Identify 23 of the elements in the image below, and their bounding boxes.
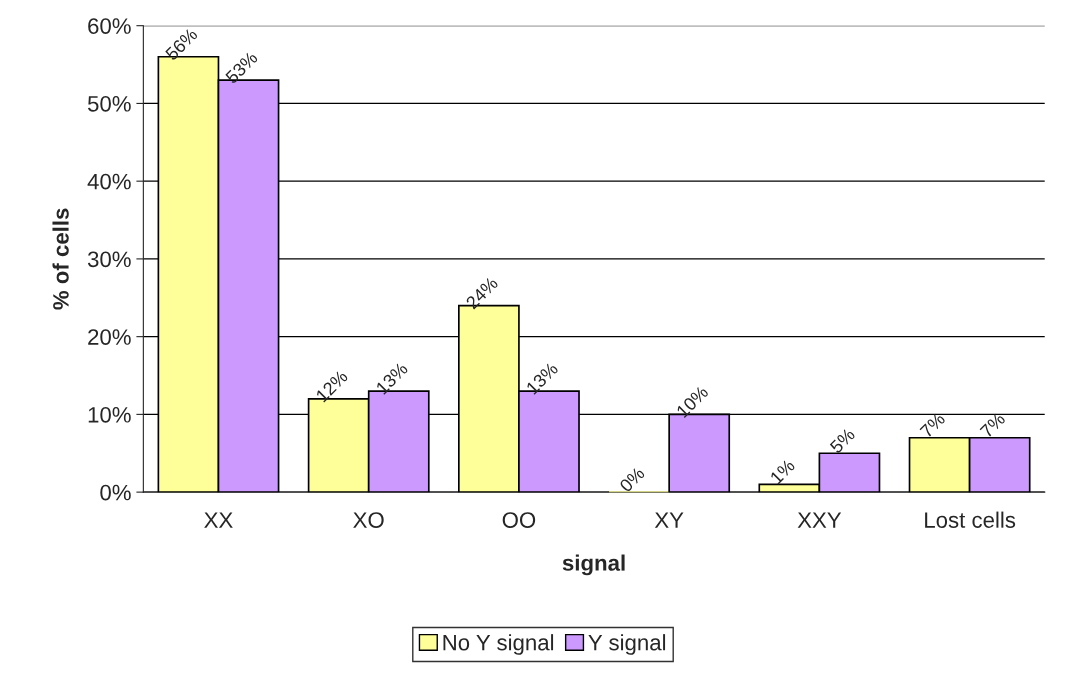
data-label: 5% xyxy=(829,427,856,454)
y-axis-title: % of cells xyxy=(52,208,69,310)
data-label: 0% xyxy=(618,466,646,493)
x-tick-label: XY xyxy=(654,512,684,528)
x-tick-label: XX xyxy=(204,512,233,528)
x-axis-title: signal xyxy=(562,554,625,576)
y-tick-label: 20% xyxy=(88,329,131,345)
y-tick-label: 10% xyxy=(88,406,131,423)
y-tick-label: 40% xyxy=(87,173,131,190)
x-tick-label: XO xyxy=(353,512,384,528)
y-tick-label: 50% xyxy=(87,95,131,112)
legend-label: Y signal xyxy=(588,634,666,655)
y-tick-label: 60% xyxy=(88,18,131,34)
data-label: 1% xyxy=(769,458,796,485)
data-label: 53% xyxy=(224,50,259,85)
y-tick-label: 0% xyxy=(100,484,131,501)
data-label: 7% xyxy=(919,411,946,439)
legend-label: No Y signal xyxy=(443,634,554,655)
x-tick-label: XXY xyxy=(797,512,842,528)
data-label: 7% xyxy=(979,411,1006,439)
x-tick-label: Lost cells xyxy=(925,511,1016,528)
y-tick-label: 30% xyxy=(87,251,131,268)
x-tick-label: OO xyxy=(502,512,536,528)
